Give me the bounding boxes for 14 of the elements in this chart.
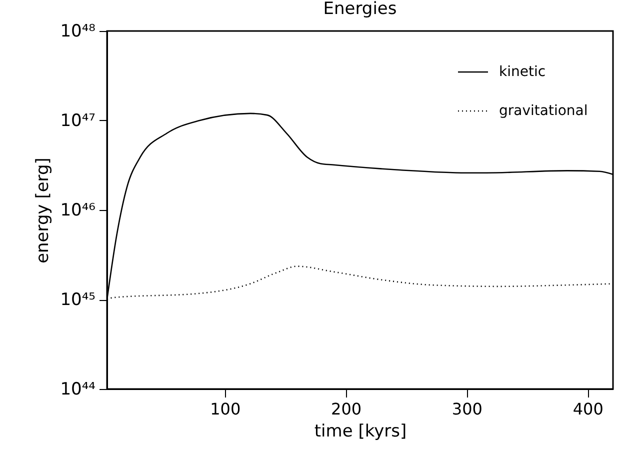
x-tick-label: 100 (210, 400, 241, 418)
y-axis-title: energy [erg] (33, 158, 54, 264)
chart-title: Energies (323, 0, 397, 19)
x-axis-title: time [kyrs] (314, 422, 407, 442)
x-tick-label: 400 (572, 400, 604, 418)
y-tick-label: 10⁴⁴ (60, 380, 96, 400)
y-tick-label: 10⁴⁷ (60, 111, 96, 131)
legend-label: gravitational (499, 103, 588, 119)
y-tick-label: 10⁴⁸ (60, 22, 96, 42)
legend-label: kinetic (499, 64, 546, 80)
y-tick-label: 10⁴⁶ (60, 200, 96, 220)
x-tick-label: 300 (452, 400, 482, 418)
x-tick-label: 200 (331, 400, 362, 418)
y-tick-label: 10⁴⁵ (60, 290, 96, 310)
